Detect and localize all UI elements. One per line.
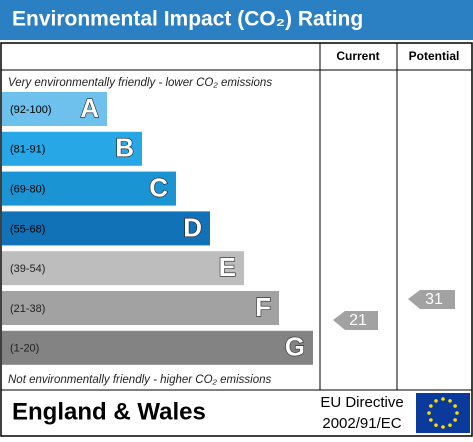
eu-star: [434, 399, 438, 403]
band: [2, 131, 142, 166]
eu-star: [441, 425, 445, 429]
band-letter: A: [80, 93, 99, 123]
band-letter: F: [255, 292, 271, 322]
band: [2, 291, 279, 325]
band-range: (92-100): [10, 104, 52, 116]
eu-star: [441, 397, 445, 401]
title-bar: [0, 0, 473, 40]
bottom-note: Not environmentally friendly - higher CO…: [8, 374, 271, 386]
band-letter: C: [149, 172, 168, 202]
eu-star: [448, 399, 452, 403]
band-range: (21-38): [10, 303, 45, 315]
band: [2, 171, 176, 206]
band: [2, 92, 107, 126]
band-letter: D: [183, 212, 202, 242]
region: England & Wales: [12, 398, 206, 425]
potential-arrow: [408, 290, 455, 309]
potential-rating: 31: [425, 291, 443, 308]
band-range: (55-68): [10, 223, 45, 235]
band-range: (39-54): [10, 263, 45, 275]
eu-star: [448, 423, 452, 427]
band-range: (69-80): [10, 184, 45, 196]
band: [2, 330, 313, 365]
title: Environmental Impact (CO₂) Rating: [12, 8, 363, 31]
eu-star: [455, 411, 459, 415]
directive-number: 2002/91/EC: [322, 415, 401, 432]
eu-star: [427, 411, 431, 415]
band-letter: G: [285, 332, 305, 362]
directive: EU Directive: [320, 394, 403, 411]
eu-star: [453, 418, 457, 422]
eu-star: [429, 404, 433, 408]
band-range: (1-20): [10, 343, 39, 355]
band-letter: B: [115, 133, 134, 163]
eu-stars: [427, 397, 459, 429]
header-potential: Potential: [409, 49, 460, 63]
top-note: Very environmentally friendly - lower CO…: [8, 77, 272, 89]
current-arrow: [333, 311, 378, 330]
current-rating: 21: [349, 312, 367, 329]
band: [2, 211, 210, 246]
band: [2, 251, 244, 286]
band-range: (81-91): [10, 144, 45, 156]
eu-star: [453, 404, 457, 408]
header-current: Current: [336, 49, 379, 63]
band-letter: E: [219, 252, 236, 282]
eu-star: [429, 418, 433, 422]
eu-star: [434, 423, 438, 427]
